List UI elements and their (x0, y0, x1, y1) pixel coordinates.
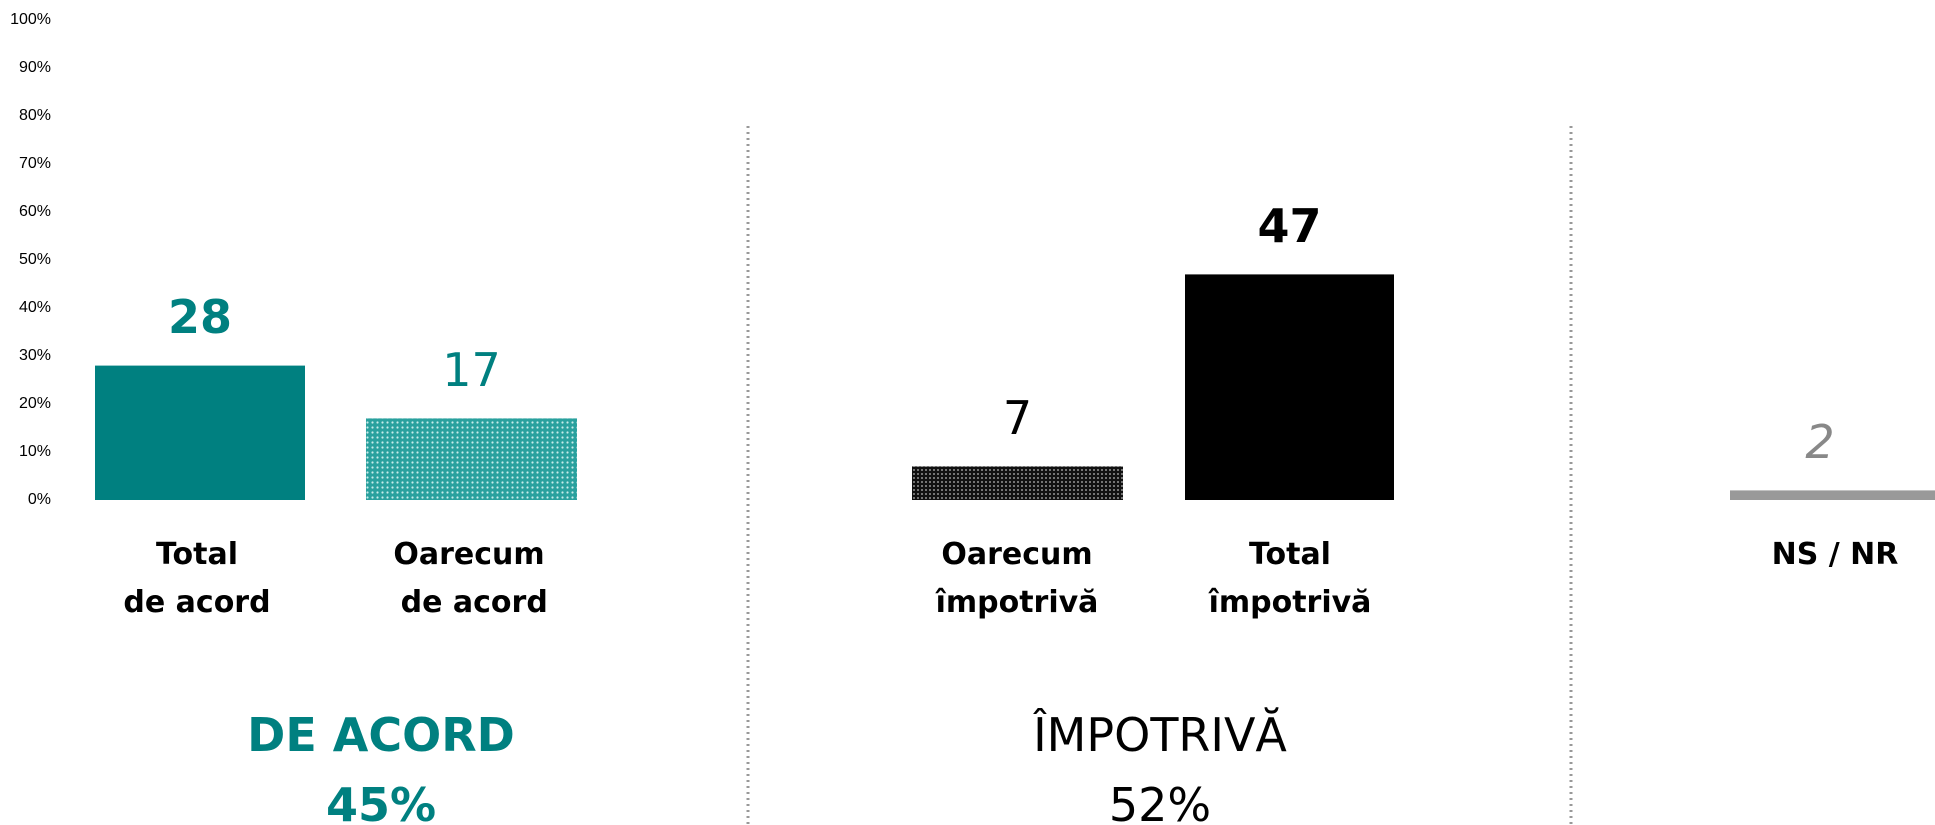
y-tick-label: 50% (19, 251, 51, 268)
group-label: ÎMPOTRIVĂ (1033, 708, 1287, 762)
x-tick-label: Total de acord (123, 537, 271, 620)
y-tick-label: 20% (19, 395, 51, 412)
x-tick-label: Oarecum de acord (393, 537, 548, 620)
y-tick-label: 70% (19, 155, 51, 172)
x-tick-label: Total împotrivă (1208, 537, 1372, 620)
bar (95, 365, 305, 500)
value-label: 2 (1805, 415, 1834, 469)
value-label: 28 (168, 290, 232, 344)
group-label: DE ACORD (247, 708, 515, 762)
group-total: 45% (325, 778, 437, 825)
bar (1730, 490, 1935, 500)
value-label: 7 (1003, 391, 1032, 445)
y-tick-label: 90% (19, 59, 51, 76)
y-tick-label: 80% (19, 107, 51, 124)
bar (912, 466, 1123, 500)
y-tick-label: 0% (28, 491, 51, 508)
bar (366, 418, 577, 500)
y-tick-label: 100% (10, 11, 51, 28)
value-label: 47 (1257, 199, 1321, 253)
value-label: 17 (442, 343, 501, 397)
x-tick-label: Oarecum împotrivă (935, 537, 1099, 620)
bar (1185, 274, 1394, 500)
y-tick-label: 10% (19, 443, 51, 460)
x-tick-label: NS / NR (1771, 537, 1899, 572)
y-tick-label: 40% (19, 299, 51, 316)
group-total: 52% (1108, 778, 1212, 825)
y-tick-label: 30% (19, 347, 51, 364)
y-tick-label: 60% (19, 203, 51, 220)
